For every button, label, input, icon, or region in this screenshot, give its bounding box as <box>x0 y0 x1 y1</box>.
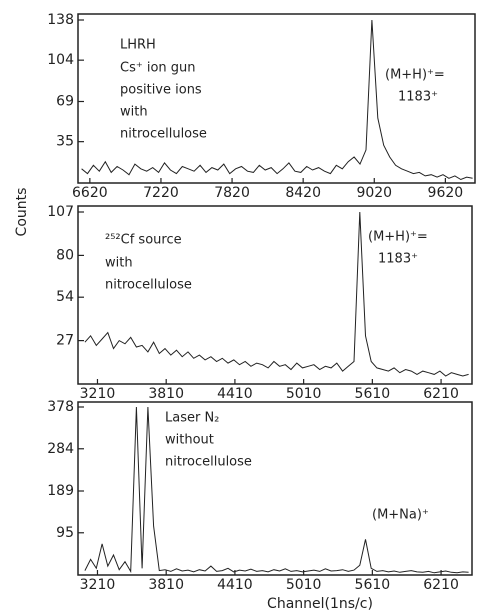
x-tick-label: 7220 <box>143 185 179 201</box>
x-tick-label: 5010 <box>286 577 322 593</box>
annotation: nitrocellulose <box>165 455 252 470</box>
y-tick-label: 95 <box>56 525 74 541</box>
x-tick-label: 8420 <box>285 185 321 201</box>
y-tick-label: 54 <box>56 289 74 305</box>
x-tick-label: 9020 <box>356 185 392 201</box>
y-tick-label: 189 <box>47 483 74 499</box>
annotation: 1183⁺ <box>378 252 418 267</box>
y-tick-label: 284 <box>47 441 74 457</box>
panel-frame <box>77 401 473 576</box>
x-tick-label: 6210 <box>423 577 459 593</box>
x-tick-label: 5610 <box>355 386 391 402</box>
x-tick-label: 9620 <box>428 185 464 201</box>
annotation: LHRH <box>120 38 156 53</box>
spectrum-line <box>84 211 469 377</box>
annotation: without <box>165 433 214 448</box>
x-tick-label: 3810 <box>148 577 184 593</box>
annotation: positive ions <box>120 83 202 98</box>
y-tick-label: 378 <box>47 399 74 415</box>
x-tick-label: 5010 <box>286 386 322 402</box>
annotation: Laser N₂ <box>165 411 219 426</box>
y-tick-label: 35 <box>56 134 74 150</box>
x-tick-label: 4410 <box>217 386 253 402</box>
annotation: nitrocellulose <box>120 127 207 142</box>
x-tick-label: 7820 <box>214 185 250 201</box>
annotation: 1183⁺ <box>398 90 438 105</box>
annotation: nitrocellulose <box>105 278 192 293</box>
y-tick-label: 104 <box>47 52 74 68</box>
y-tick-label: 69 <box>56 94 74 110</box>
x-tick-label: 3810 <box>148 386 184 402</box>
y-tick-label: 80 <box>56 247 74 263</box>
y-tick-label: 138 <box>47 12 74 28</box>
panel-frame <box>77 13 476 184</box>
x-tick-label: 6210 <box>423 386 459 402</box>
spectrum-line <box>84 406 469 574</box>
annotation: Cs⁺ ion gun <box>120 61 196 76</box>
y-tick-label: 107 <box>47 204 74 220</box>
x-tick-label: 6620 <box>72 185 108 201</box>
x-axis-label: Channel(1ns/c) <box>267 596 373 612</box>
y-axis-label: Counts <box>14 188 30 237</box>
annotation: with <box>120 105 148 120</box>
panel-frame <box>77 205 473 385</box>
spectrum-line <box>81 19 473 181</box>
annotation: (M+H)⁺= <box>368 230 428 245</box>
y-tick-label: 27 <box>56 333 74 349</box>
annotation: (M+H)⁺= <box>385 68 445 83</box>
x-tick-label: 5610 <box>355 577 391 593</box>
x-tick-label: 3210 <box>80 577 116 593</box>
annotation: ²⁵²Cf source <box>105 233 182 248</box>
x-tick-label: 3210 <box>80 386 116 402</box>
annotation: (M+Na)⁺ <box>372 508 429 523</box>
annotation: with <box>105 256 133 271</box>
x-tick-label: 4410 <box>217 577 253 593</box>
